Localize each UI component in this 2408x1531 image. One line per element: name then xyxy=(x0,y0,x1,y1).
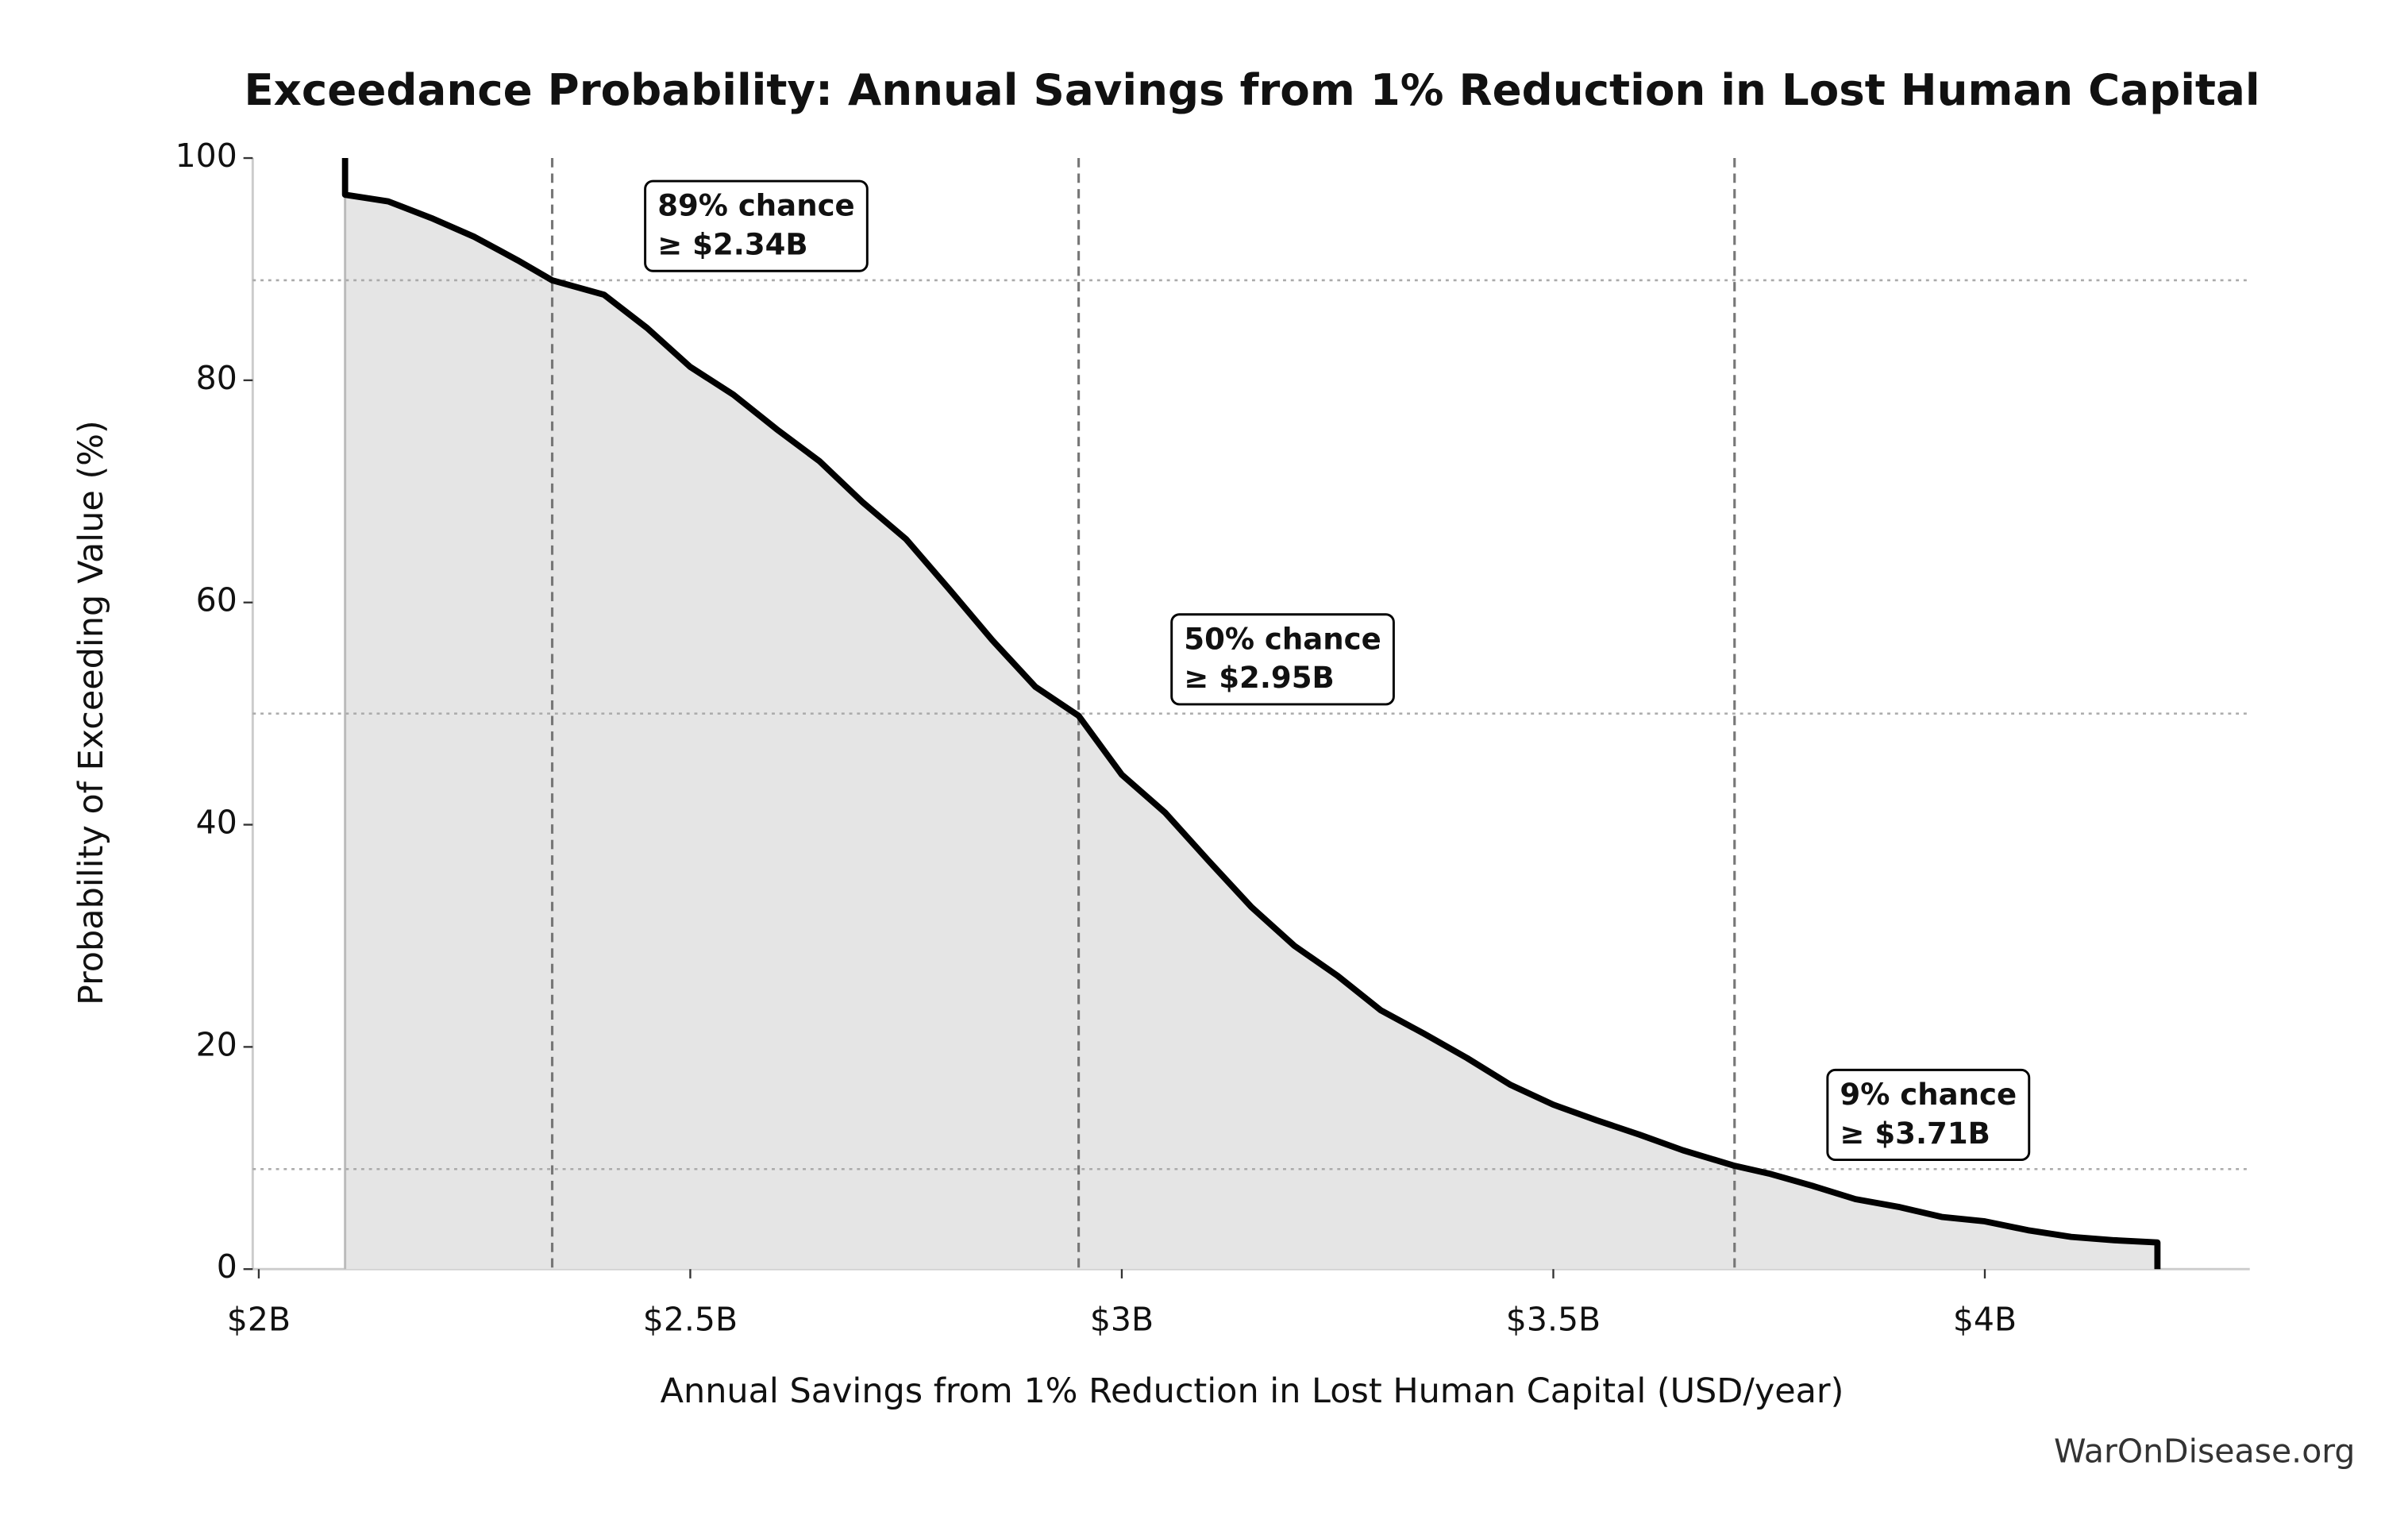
x-tick-label: $3.5B xyxy=(1506,1301,1601,1339)
y-tick-label: 60 xyxy=(196,581,237,619)
annotation-box xyxy=(1826,1068,2031,1162)
y-tick-label: 0 xyxy=(217,1248,237,1286)
annotation-text: 50% chance xyxy=(1184,622,1381,656)
annotation: 9% chance ≥ $3.71B xyxy=(1826,1068,2031,1162)
curve xyxy=(341,158,2161,1270)
annotation: 50% chance ≥ $2.95B xyxy=(1170,613,1395,706)
annotation-text: ≥ $2.34B xyxy=(657,228,807,262)
x-tick-label: $2B xyxy=(227,1301,291,1339)
annotation-text: 9% chance xyxy=(1840,1078,2017,1112)
annotation-box xyxy=(1170,613,1395,706)
annotation-text: ≥ $3.71B xyxy=(1840,1116,1990,1151)
annotation-text: 89% chance xyxy=(657,189,854,223)
annotation-box xyxy=(644,179,869,272)
footer: WarOnDisease.org xyxy=(2054,1432,2355,1470)
x-tick-label: $4B xyxy=(1953,1301,2017,1339)
y-axis-label: Probability of Exceeding Value (%) xyxy=(71,420,111,1005)
x-tick-label: $3B xyxy=(1090,1301,1154,1339)
annotation: 89% chance ≥ $2.34B xyxy=(644,179,869,272)
y-tick-label: 20 xyxy=(196,1025,237,1063)
chart-title: Exceedance Probability: Annual Savings f… xyxy=(244,64,2260,115)
annotation-text: ≥ $2.95B xyxy=(1184,661,1334,695)
area xyxy=(345,158,2158,1270)
x-axis-label: Annual Savings from 1% Reduction in Lost… xyxy=(661,1371,1844,1411)
y-tick-label: 80 xyxy=(196,359,237,397)
x-tick-label: $2.5B xyxy=(643,1301,738,1339)
y-tick-label: 100 xyxy=(175,137,237,175)
y-tick-label: 40 xyxy=(196,804,237,842)
